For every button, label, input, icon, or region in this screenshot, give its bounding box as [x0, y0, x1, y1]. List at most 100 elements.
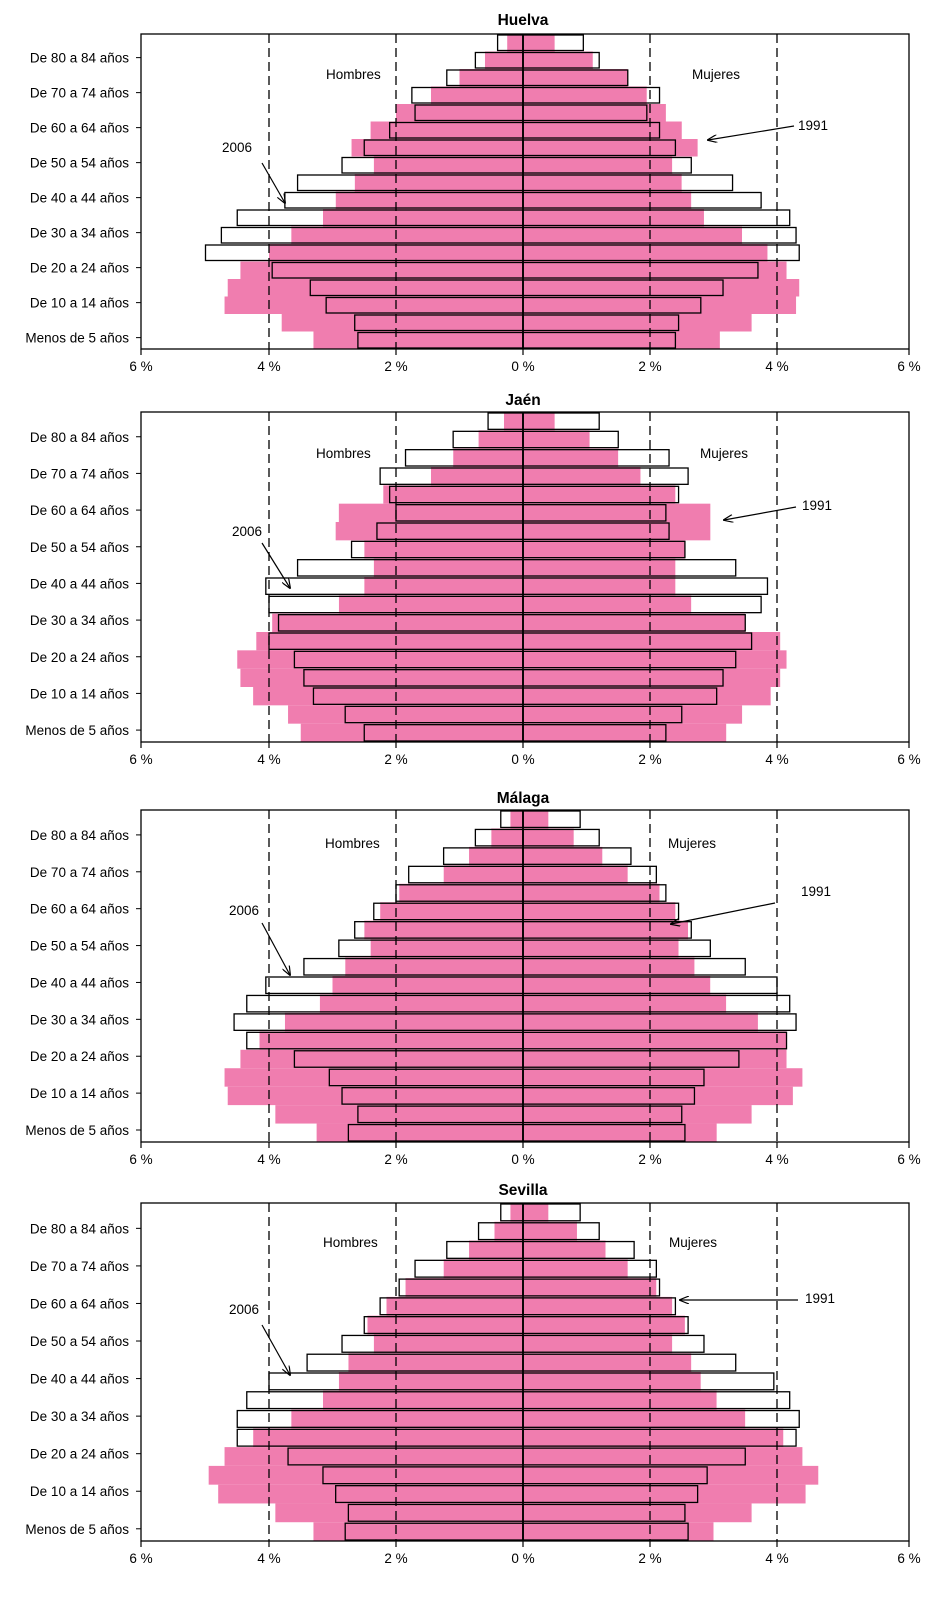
- y-category-label: De 40 a 44 años: [30, 191, 129, 206]
- bar-2006-women-excess: [767, 245, 800, 261]
- arrow-1991: [708, 125, 795, 140]
- bar-1991-women: [523, 522, 711, 541]
- bar-1991-men: [364, 920, 523, 940]
- y-category-label: De 50 a 54 años: [30, 156, 129, 171]
- bar-1991-men: [386, 1296, 523, 1316]
- bar-1991-women: [523, 577, 676, 596]
- bar-1991-men: [510, 1203, 523, 1222]
- bar-2006-men-excess: [443, 847, 470, 865]
- bar-1991-women: [523, 448, 619, 467]
- bar-2006-men-excess: [500, 1204, 511, 1221]
- bar-1991-women: [523, 279, 800, 297]
- bar-1991-men: [484, 51, 523, 69]
- bar-1991-women: [523, 976, 711, 995]
- x-tick-label: 6 %: [129, 359, 152, 374]
- bar-2006-men-excess: [338, 940, 371, 957]
- bar-2006-women-excess: [605, 1241, 635, 1259]
- bar-1991-men: [383, 485, 523, 504]
- bar-1991-men: [348, 1353, 523, 1372]
- label-1991: 1991: [805, 1291, 835, 1306]
- bar-1991-men: [332, 976, 523, 995]
- label-mujeres: Mujeres: [700, 446, 748, 461]
- bar-2006-women-excess: [592, 52, 600, 68]
- bar-2006-women-excess: [602, 847, 631, 865]
- bar-1991-men: [316, 1123, 523, 1142]
- bar-1991-women: [523, 1390, 717, 1410]
- bar-2006-men-excess: [500, 811, 511, 828]
- label-2006: 2006: [229, 1302, 259, 1317]
- bar-1991-men: [259, 1031, 523, 1050]
- bar-1991-women: [523, 1049, 787, 1069]
- y-category-label: De 40 a 44 años: [30, 1372, 129, 1387]
- bar-1991-women: [523, 828, 574, 847]
- bar-2006-men-excess: [453, 431, 479, 448]
- bar-2006-men-excess: [297, 175, 355, 191]
- bar-2006-men-excess: [488, 413, 504, 430]
- bar-2006-women-excess: [618, 449, 670, 466]
- bar-1991-men: [469, 1240, 523, 1260]
- bar-1991-men: [224, 1447, 524, 1466]
- bar-2006-men-excess: [303, 958, 346, 975]
- bar-1991-men: [253, 687, 523, 706]
- bar-1991-men: [275, 1503, 523, 1523]
- bar-1991-women: [523, 174, 682, 192]
- bar-1991-men: [284, 1012, 523, 1032]
- bar-2006-women-excess: [675, 559, 736, 576]
- bar-2006-women-excess: [554, 413, 600, 430]
- plot-frame: [140, 809, 910, 1143]
- bar-1991-women: [523, 296, 797, 314]
- bar-1991-women: [523, 244, 768, 262]
- bar-2006-men-excess: [373, 903, 381, 920]
- x-tick-label: 6 %: [129, 1551, 152, 1566]
- bar-1991-men: [300, 723, 523, 742]
- bar-2006-women-excess: [554, 35, 584, 51]
- bar-1991-men: [227, 1086, 523, 1106]
- bar-2006-women-excess: [548, 1204, 581, 1221]
- bar-1991-women: [523, 650, 787, 669]
- bar-2006-men-excess: [364, 1316, 368, 1334]
- bar-2006-women-excess: [678, 940, 711, 957]
- bar-2006-women-excess: [573, 829, 600, 846]
- y-category-label: De 10 a 14 años: [30, 296, 129, 311]
- bar-1991-women: [523, 920, 689, 940]
- bar-1991-women: [523, 121, 682, 139]
- bar-2006-men-excess: [269, 1373, 339, 1390]
- y-category-label: De 20 a 24 años: [30, 650, 129, 665]
- bar-1991-women: [523, 86, 647, 104]
- y-category-label: De 20 a 24 años: [30, 1049, 129, 1064]
- bar-1991-women: [523, 540, 685, 559]
- bar-1991-women: [523, 1278, 657, 1297]
- bar-1991-women: [523, 139, 698, 157]
- bar-2006-men-excess: [497, 35, 508, 51]
- bar-2006-women-excess: [710, 977, 777, 994]
- bar-2006-men-excess: [284, 192, 336, 208]
- plot-frame: [140, 33, 910, 350]
- bar-2006-men-excess: [246, 1032, 260, 1049]
- bar-2006-men-excess: [342, 157, 374, 173]
- bar-1991-men: [218, 1484, 523, 1504]
- y-category-label: De 60 a 64 años: [30, 902, 129, 917]
- bar-1991-women: [523, 156, 673, 174]
- bar-1991-women: [523, 1465, 819, 1485]
- y-category-label: De 30 a 34 años: [30, 1409, 129, 1424]
- bar-1991-men: [507, 34, 523, 52]
- bar-1991-men: [335, 522, 523, 541]
- x-tick-label: 2 %: [384, 752, 407, 767]
- bar-1991-women: [523, 1240, 606, 1260]
- bar-2006-men-excess: [297, 559, 374, 576]
- bar-2006-men-excess: [380, 468, 431, 485]
- label-hombres: Hombres: [326, 67, 381, 82]
- bar-2006-men-excess: [342, 1335, 374, 1353]
- bar-1991-women: [523, 261, 787, 279]
- bar-1991-women: [523, 865, 628, 884]
- bar-2006-men-excess: [446, 70, 460, 86]
- x-tick-label: 0 %: [511, 1551, 534, 1566]
- bar-1991-women: [523, 883, 660, 903]
- bar-1991-men: [322, 209, 523, 227]
- arrow-2006: [261, 162, 285, 203]
- bar-1991-men: [430, 467, 523, 486]
- chart-title: Sevilla: [498, 1182, 547, 1199]
- x-tick-label: 4 %: [765, 1551, 788, 1566]
- y-category-label: De 60 a 64 años: [30, 503, 129, 518]
